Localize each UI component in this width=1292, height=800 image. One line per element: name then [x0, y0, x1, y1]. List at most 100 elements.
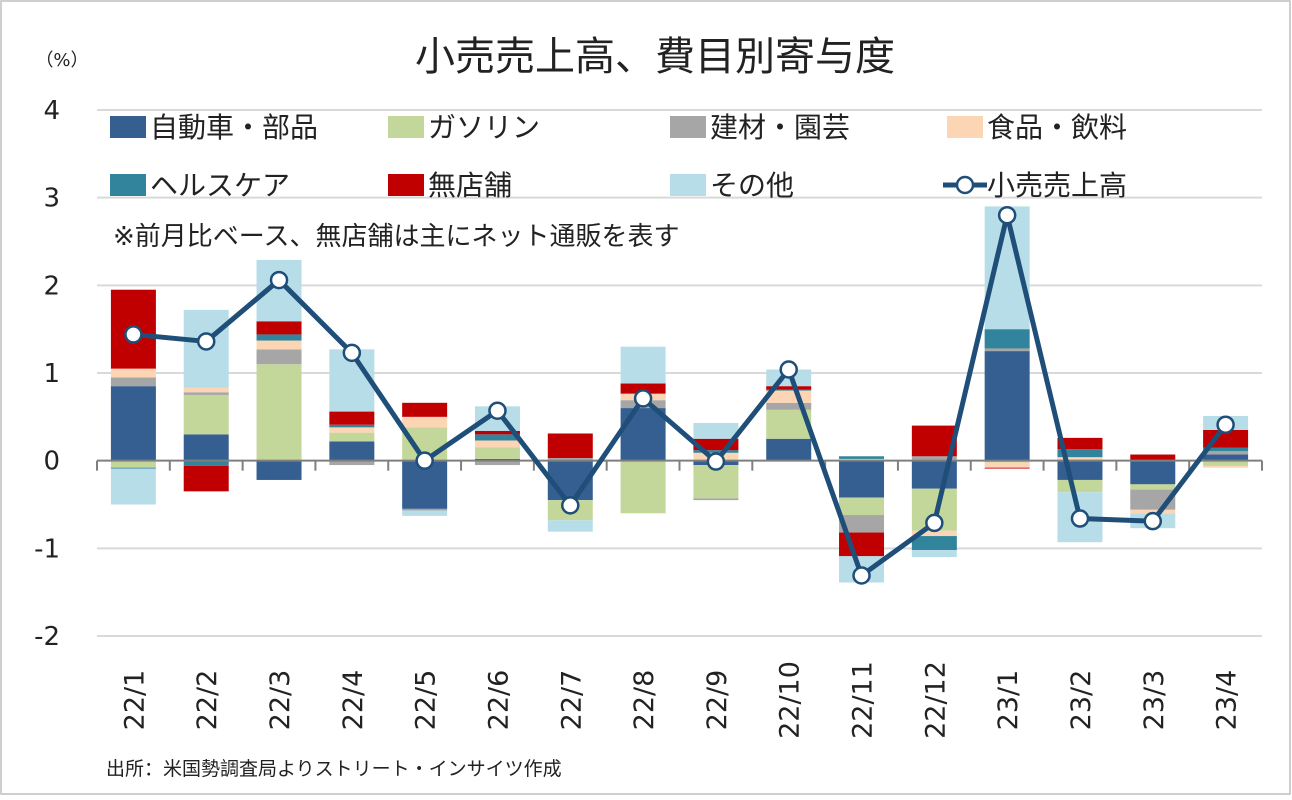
bar-segment: [620, 346, 666, 384]
y-tick-label: -2: [34, 622, 60, 652]
bar-segment: [1203, 465, 1249, 468]
bar-segment: [984, 467, 1030, 469]
bar-segment: [402, 402, 448, 417]
bar-segment: [1057, 437, 1103, 450]
total-line-marker: [852, 566, 871, 585]
bar-segment: [474, 430, 520, 435]
bar-segment: [183, 394, 229, 435]
total-line-marker: [269, 270, 289, 290]
bar-segment: [984, 348, 1030, 352]
bar-segment: [984, 351, 1030, 461]
total-line-marker: [1143, 511, 1163, 531]
legend-item: ガソリン: [388, 111, 540, 144]
total-line-marker: [925, 513, 944, 533]
x-tick-label: 22/5: [411, 670, 442, 731]
total-line-marker: [633, 389, 653, 408]
legend-label: その他: [710, 169, 794, 202]
legend-swatch: [670, 174, 706, 196]
x-tick-labels: 22/1 22/2 22/3 22/4 22/5 22/6 22/7 22/8 22/9 22/1…: [119, 661, 1242, 739]
legend-label: ヘルスケア: [150, 169, 290, 202]
bar-segment: [766, 389, 812, 391]
total-line-marker: [488, 401, 507, 420]
bar-segment: [256, 340, 302, 350]
x-tick-label: 23/4: [1212, 670, 1243, 731]
bar-segment: [110, 368, 156, 378]
legend-label: 食品・飲料: [987, 111, 1127, 144]
total-line-marker: [561, 496, 580, 515]
y-tick-label: 1: [43, 359, 60, 389]
legend-swatch: [388, 174, 424, 196]
bar-segment: [766, 402, 812, 410]
bar-segment: [911, 536, 957, 551]
bar-segment: [329, 441, 375, 461]
bar-segment: [183, 434, 229, 461]
y-tick-label: 3: [43, 184, 60, 214]
bar-segment: [256, 321, 302, 335]
bar-segment: [1057, 457, 1103, 461]
legend-swatch: [388, 116, 424, 138]
bar-segment: [693, 422, 739, 439]
legend-label: 自動車・部品: [150, 111, 318, 144]
total-line-marker: [706, 452, 726, 471]
bar-segment: [1203, 460, 1249, 466]
x-tick-label: 22/11: [848, 661, 879, 739]
chart-title: 小売売上高、費目別寄与度: [415, 34, 895, 80]
bar-segment: [766, 386, 812, 390]
bar-segment: [110, 386, 156, 461]
total-line-marker: [1070, 509, 1090, 528]
y-axis-unit: （%）: [35, 50, 88, 71]
bar-segment: [402, 416, 448, 428]
x-tick-label: 22/9: [702, 670, 733, 731]
bar-segment: [693, 498, 739, 501]
total-line-marker: [415, 451, 434, 470]
legend-swatch: [947, 116, 983, 138]
bar-segment: [402, 510, 448, 516]
total-line-marker: [997, 205, 1017, 225]
bar-segment: [620, 383, 666, 394]
y-tick-label: -1: [34, 534, 60, 564]
bar-segment: [183, 460, 229, 466]
bar-segment: [839, 456, 885, 459]
bar-segment: [1130, 484, 1176, 490]
bar-segment: [766, 438, 812, 461]
total-line-marker: [779, 360, 798, 379]
legend-swatch: [670, 116, 706, 138]
bar-segment: [110, 460, 156, 468]
x-tick-label: 22/4: [338, 670, 369, 731]
bar-segment: [1057, 479, 1103, 493]
bar-segment: [474, 447, 520, 459]
bar-segment: [329, 424, 375, 428]
legend-marker: [955, 175, 975, 195]
bar-segment: [1203, 451, 1249, 455]
x-tick-label: 23/1: [993, 670, 1024, 731]
total-line: [124, 205, 1235, 585]
bar-segment: [474, 440, 520, 448]
x-tick-label: 22/6: [483, 670, 514, 731]
total-line-marker: [342, 343, 362, 363]
bar-segment: [329, 432, 375, 442]
bar-segment: [1130, 460, 1176, 485]
legend-swatch: [110, 116, 146, 138]
x-tick-label: 23/2: [1066, 670, 1097, 731]
bar-segment: [402, 508, 448, 511]
bar-segment: [911, 530, 957, 537]
legend-item: 自動車・部品: [110, 111, 318, 144]
legend-item: 建材・園芸: [670, 111, 850, 144]
bar-segment: [547, 433, 593, 459]
bar-segment: [329, 460, 375, 466]
chart-note: ※前月比ベース、無店舗は主にネット通販を表す: [113, 222, 680, 252]
x-tick-label: 22/12: [920, 661, 951, 739]
bar-segment: [329, 411, 375, 425]
bar-segment: [474, 434, 520, 441]
bar-segment: [110, 377, 156, 387]
x-tick-label: 22/2: [192, 670, 223, 731]
legend-label: 建材・園芸: [710, 111, 850, 144]
bar-segment: [839, 515, 885, 533]
y-tick-labels: 4 3 2 1 0 -1 -2: [34, 96, 60, 652]
bar-segment: [256, 364, 302, 461]
bar-segment: [1130, 454, 1176, 461]
x-tick-label: 22/1: [119, 670, 150, 731]
x-tick-label: 22/10: [775, 661, 806, 739]
